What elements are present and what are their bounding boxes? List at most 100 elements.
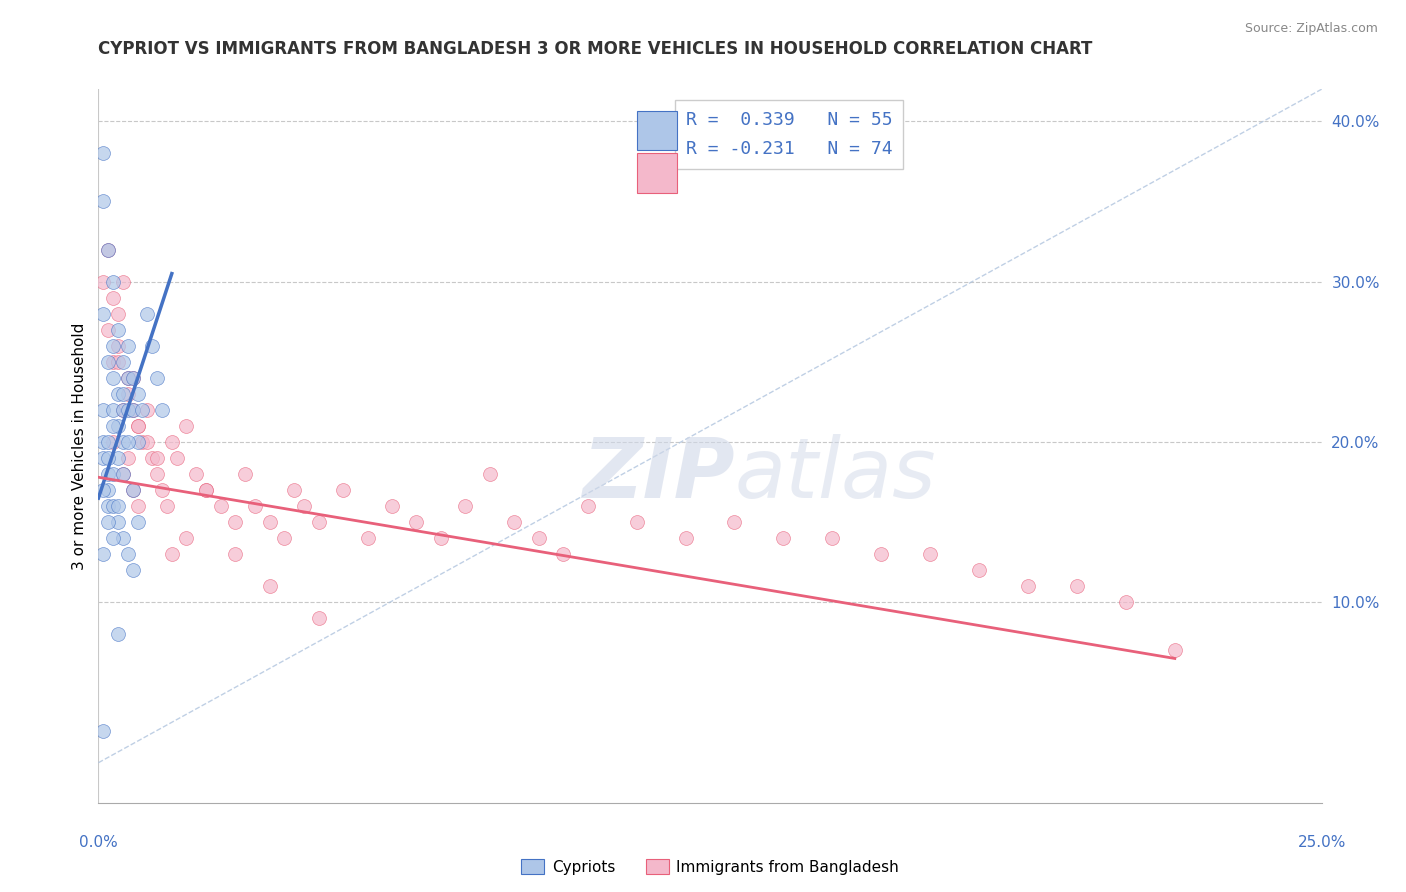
Point	[454, 499, 477, 513]
Point	[107, 499, 129, 513]
Point	[111, 435, 134, 450]
Point	[967, 563, 990, 577]
Point	[186, 467, 208, 481]
Point	[176, 531, 198, 545]
Point	[160, 435, 183, 450]
Point	[127, 419, 149, 434]
Legend: Cypriots, Immigrants from Bangladesh: Cypriots, Immigrants from Bangladesh	[515, 853, 905, 880]
Point	[259, 515, 281, 529]
Point	[91, 403, 114, 417]
Point	[772, 531, 794, 545]
Point	[117, 547, 139, 561]
Point	[107, 307, 129, 321]
Point	[97, 450, 120, 465]
Point	[136, 403, 159, 417]
Point	[430, 531, 453, 545]
Point	[107, 387, 129, 401]
Point	[150, 483, 173, 497]
Text: 0.0%: 0.0%	[79, 836, 118, 850]
Point	[101, 403, 124, 417]
Point	[101, 531, 124, 545]
Point	[107, 450, 129, 465]
Point	[97, 243, 120, 257]
Point	[111, 467, 134, 481]
Point	[141, 450, 163, 465]
Point	[97, 243, 120, 257]
Point	[308, 611, 330, 625]
FancyBboxPatch shape	[637, 111, 678, 150]
Point	[127, 435, 149, 450]
Point	[209, 499, 232, 513]
Point	[91, 547, 114, 561]
Y-axis label: 3 or more Vehicles in Household: 3 or more Vehicles in Household	[72, 322, 87, 570]
Point	[101, 355, 124, 369]
Point	[101, 467, 124, 481]
Point	[111, 467, 134, 481]
Point	[111, 403, 134, 417]
Point	[111, 531, 134, 545]
Text: atlas: atlas	[734, 434, 936, 515]
Point	[166, 450, 188, 465]
Point	[91, 194, 114, 209]
Point	[1115, 595, 1137, 609]
Point	[91, 723, 114, 738]
Point	[870, 547, 893, 561]
Point	[97, 467, 120, 481]
Point	[107, 419, 129, 434]
Point	[131, 435, 153, 450]
Point	[723, 515, 745, 529]
Point	[553, 547, 575, 561]
Point	[101, 371, 124, 385]
Point	[117, 339, 139, 353]
Point	[136, 307, 159, 321]
Point	[91, 435, 114, 450]
Text: CYPRIOT VS IMMIGRANTS FROM BANGLADESH 3 OR MORE VEHICLES IN HOUSEHOLD CORRELATIO: CYPRIOT VS IMMIGRANTS FROM BANGLADESH 3 …	[98, 40, 1092, 58]
Point	[101, 419, 124, 434]
Point	[111, 403, 134, 417]
Point	[127, 387, 149, 401]
Text: Source: ZipAtlas.com: Source: ZipAtlas.com	[1244, 22, 1378, 36]
Point	[107, 355, 129, 369]
Point	[91, 146, 114, 161]
Point	[224, 515, 246, 529]
Point	[117, 403, 139, 417]
Point	[821, 531, 844, 545]
Point	[97, 515, 120, 529]
Point	[576, 499, 599, 513]
Point	[127, 515, 149, 529]
Point	[332, 483, 354, 497]
Point	[146, 371, 169, 385]
Point	[97, 499, 120, 513]
Point	[117, 450, 139, 465]
Point	[146, 467, 169, 481]
Point	[121, 563, 143, 577]
Point	[675, 531, 697, 545]
Point	[127, 419, 149, 434]
Point	[243, 499, 266, 513]
FancyBboxPatch shape	[637, 153, 678, 193]
Point	[176, 419, 198, 434]
Text: ZIP: ZIP	[582, 434, 734, 515]
Point	[121, 371, 143, 385]
Point	[233, 467, 256, 481]
Point	[91, 450, 114, 465]
Point	[131, 403, 153, 417]
Point	[292, 499, 315, 513]
Point	[117, 371, 139, 385]
Point	[273, 531, 295, 545]
Point	[121, 371, 143, 385]
Point	[107, 515, 129, 529]
Point	[150, 403, 173, 417]
Point	[101, 499, 124, 513]
Point	[111, 387, 134, 401]
Point	[503, 515, 526, 529]
Point	[111, 355, 134, 369]
Point	[107, 627, 129, 641]
Point	[1164, 643, 1187, 657]
Point	[308, 515, 330, 529]
Point	[405, 515, 427, 529]
Point	[146, 450, 169, 465]
Point	[97, 483, 120, 497]
Text: R =  0.339   N = 55
R = -0.231   N = 74: R = 0.339 N = 55 R = -0.231 N = 74	[686, 111, 893, 158]
Point	[160, 547, 183, 561]
